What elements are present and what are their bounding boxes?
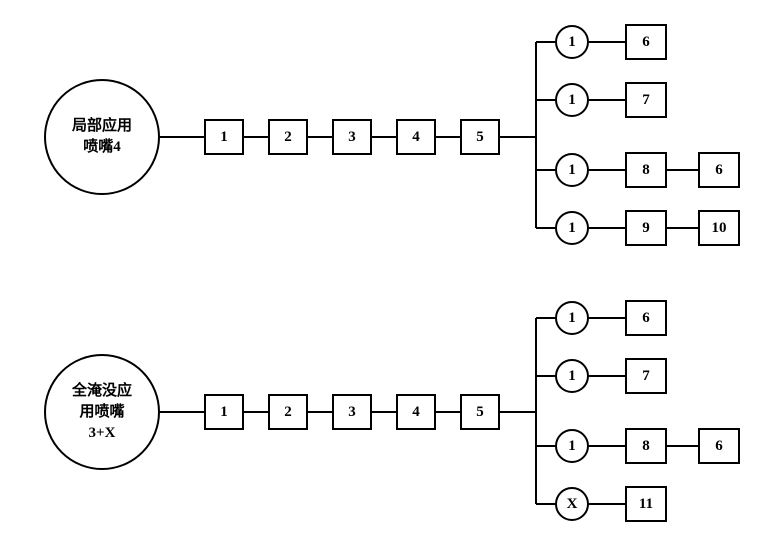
branch-circle: 1 bbox=[555, 301, 589, 335]
branch-box: 11 bbox=[625, 486, 667, 522]
connector-line bbox=[535, 42, 537, 228]
connector-line bbox=[589, 445, 625, 447]
chain-box: 2 bbox=[268, 119, 308, 155]
branch-circle: 1 bbox=[555, 153, 589, 187]
connector-line bbox=[589, 41, 625, 43]
branch-circle: 1 bbox=[555, 25, 589, 59]
connector-line bbox=[160, 136, 204, 138]
connector-line bbox=[535, 318, 537, 504]
connector-line bbox=[536, 99, 555, 101]
connector-line bbox=[500, 411, 536, 413]
chain-box: 4 bbox=[396, 119, 436, 155]
branch-box: 8 bbox=[625, 428, 667, 464]
branch-box: 6 bbox=[625, 24, 667, 60]
connector-line bbox=[536, 375, 555, 377]
connector-line bbox=[308, 136, 332, 138]
source-circle-label: 局部应用喷嘴4 bbox=[72, 116, 132, 158]
connector-line bbox=[436, 136, 460, 138]
connector-line bbox=[589, 169, 625, 171]
branch-box: 8 bbox=[625, 152, 667, 188]
chain-box: 1 bbox=[204, 119, 244, 155]
branch-box: 7 bbox=[625, 358, 667, 394]
connector-line bbox=[436, 411, 460, 413]
chain-box: 5 bbox=[460, 394, 500, 430]
connector-line bbox=[667, 169, 698, 171]
branch-box: 6 bbox=[698, 152, 740, 188]
connector-line bbox=[536, 317, 555, 319]
chain-box: 3 bbox=[332, 394, 372, 430]
source-circle: 局部应用喷嘴4 bbox=[44, 79, 160, 195]
connector-line bbox=[500, 136, 536, 138]
branch-circle: 1 bbox=[555, 211, 589, 245]
connector-line bbox=[244, 136, 268, 138]
connector-line bbox=[667, 445, 698, 447]
connector-line bbox=[589, 227, 625, 229]
branch-circle: 1 bbox=[555, 83, 589, 117]
connector-line bbox=[667, 227, 698, 229]
connector-line bbox=[536, 41, 555, 43]
source-circle: 全淹没应用喷嘴3+X bbox=[44, 354, 160, 470]
branch-circle: 1 bbox=[555, 359, 589, 393]
connector-line bbox=[308, 411, 332, 413]
connector-line bbox=[372, 411, 396, 413]
connector-line bbox=[160, 411, 204, 413]
chain-box: 4 bbox=[396, 394, 436, 430]
branch-box: 6 bbox=[625, 300, 667, 336]
connector-line bbox=[589, 99, 625, 101]
connector-line bbox=[536, 503, 555, 505]
connector-line bbox=[589, 503, 625, 505]
branch-box: 7 bbox=[625, 82, 667, 118]
connector-line bbox=[372, 136, 396, 138]
chain-box: 5 bbox=[460, 119, 500, 155]
connector-line bbox=[589, 317, 625, 319]
branch-box: 10 bbox=[698, 210, 740, 246]
connector-line bbox=[536, 445, 555, 447]
branch-box: 9 bbox=[625, 210, 667, 246]
branch-circle: X bbox=[555, 487, 589, 521]
diagram-root: 局部应用喷嘴41234516171861910全淹没应用喷嘴3+X1234516… bbox=[0, 0, 777, 542]
connector-line bbox=[536, 227, 555, 229]
chain-box: 3 bbox=[332, 119, 372, 155]
chain-box: 1 bbox=[204, 394, 244, 430]
source-circle-label: 全淹没应用喷嘴3+X bbox=[72, 381, 132, 444]
branch-box: 6 bbox=[698, 428, 740, 464]
connector-line bbox=[536, 169, 555, 171]
connector-line bbox=[589, 375, 625, 377]
branch-circle: 1 bbox=[555, 429, 589, 463]
chain-box: 2 bbox=[268, 394, 308, 430]
connector-line bbox=[244, 411, 268, 413]
